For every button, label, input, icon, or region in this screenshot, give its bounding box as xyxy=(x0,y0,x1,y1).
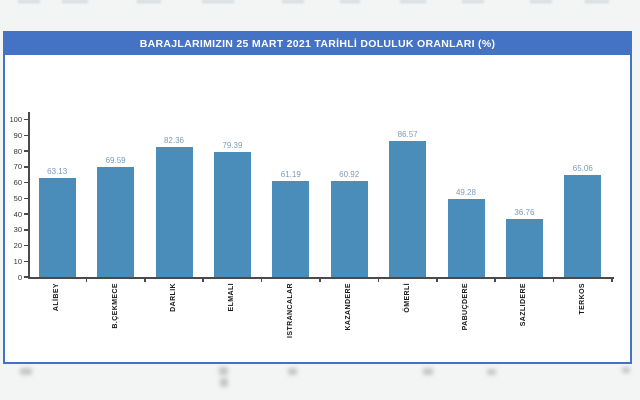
background-smudge xyxy=(219,367,228,375)
background-smudge xyxy=(202,0,234,3)
bar xyxy=(564,174,602,277)
x-axis-tick xyxy=(202,277,204,282)
y-axis-tick-label: 70 xyxy=(13,162,22,172)
bar xyxy=(97,167,135,277)
category-label: B.ÇEKMECE xyxy=(111,283,119,329)
category-label: DARLIK xyxy=(170,283,177,312)
y-axis-tick-label: 80 xyxy=(13,146,22,156)
background-smudge xyxy=(220,378,228,387)
x-axis-tick xyxy=(85,277,88,282)
chart-title: BARAJLARIMIZIN 25 MART 2021 TARİHLİ DOLU… xyxy=(139,38,496,50)
y-axis-tick-label: 0 xyxy=(17,272,22,282)
bar xyxy=(447,199,485,277)
category-label: KAZANDERE xyxy=(345,283,353,331)
y-axis-tick xyxy=(23,166,28,168)
background-smudge xyxy=(530,0,552,3)
bar xyxy=(155,147,193,277)
category-label: SAZLIDERE xyxy=(520,283,528,327)
y-axis-line xyxy=(28,112,30,279)
y-axis-tick xyxy=(23,229,28,231)
x-axis-tick xyxy=(436,277,438,282)
category-label: ALİBEY xyxy=(53,283,61,312)
y-axis-tick xyxy=(23,197,28,199)
category-label: ISTRANCALAR xyxy=(286,283,294,338)
y-axis-tick-label: 40 xyxy=(13,209,22,219)
bar-value-label: 60.92 xyxy=(339,170,360,180)
background-smudge xyxy=(62,0,88,3)
y-axis-tick xyxy=(23,260,28,262)
x-axis-tick xyxy=(144,277,146,282)
category-label: TERKOS xyxy=(578,283,586,315)
bar xyxy=(330,181,368,277)
chart-panel: BARAJLARIMIZIN 25 MART 2021 TARİHLİ DOLU… xyxy=(3,31,632,364)
category-label: ELMALI xyxy=(228,283,236,312)
background-smudge xyxy=(622,367,630,373)
y-axis-tick xyxy=(23,213,28,215)
bar-value-label: 36.76 xyxy=(514,208,535,218)
background-smudge xyxy=(585,0,609,3)
y-axis-tick-label: 100 xyxy=(9,115,22,124)
bar-chart: 0 10 20 30 40 50 60 70 80 90 100 63.13 ALİBEY 69.59 B.… xyxy=(5,55,630,362)
background-smudge xyxy=(423,368,433,375)
y-axis-tick-label: 50 xyxy=(13,193,22,203)
background-smudge xyxy=(340,0,360,3)
y-axis-tick xyxy=(23,181,28,184)
bar-value-label: 86.57 xyxy=(397,129,418,139)
bar-value-label: 49.28 xyxy=(455,188,477,198)
y-axis-tick-label: 10 xyxy=(13,256,22,266)
background-smudge xyxy=(400,0,426,3)
y-axis-tick-label: 20 xyxy=(13,241,22,250)
x-axis-line xyxy=(28,277,614,279)
y-axis-tick xyxy=(23,276,28,278)
chart-title-bar: BARAJLARIMIZIN 25 MART 2021 TARİHLİ DOLU… xyxy=(5,33,630,55)
x-axis-tick xyxy=(552,277,555,282)
bar-value-label: 63.13 xyxy=(47,166,68,176)
background-smudge xyxy=(462,0,484,3)
bar-value-label: 69.59 xyxy=(105,156,126,166)
bar xyxy=(38,177,76,277)
bar-value-label: 79.39 xyxy=(222,140,243,150)
x-axis-tick xyxy=(377,277,380,282)
y-axis-tick xyxy=(23,134,28,136)
y-axis-tick xyxy=(23,118,28,121)
background-smudge xyxy=(282,0,304,3)
background-smudge xyxy=(487,369,496,375)
category-label: ÖMERLİ xyxy=(403,283,411,313)
bar-value-label: 65.06 xyxy=(572,163,593,173)
background-smudge xyxy=(18,0,40,3)
x-axis-tick xyxy=(494,277,496,282)
y-axis-tick-label: 90 xyxy=(13,130,22,140)
y-axis-tick-label: 60 xyxy=(13,178,22,187)
background-smudge xyxy=(20,368,32,375)
bar xyxy=(272,180,310,277)
background-smudge xyxy=(137,0,161,3)
category-label: PABUÇDERE xyxy=(462,283,469,331)
y-axis-tick xyxy=(23,150,28,152)
bar-value-label: 61.19 xyxy=(280,169,301,179)
bar xyxy=(389,140,427,277)
bar-value-label: 82.36 xyxy=(163,136,185,146)
y-axis-tick-label: 30 xyxy=(13,225,22,235)
y-axis-tick xyxy=(23,244,28,247)
x-axis-tick xyxy=(260,277,263,282)
bar xyxy=(213,151,251,277)
x-axis-tick xyxy=(611,277,613,282)
background-smudge xyxy=(288,368,297,375)
bar xyxy=(505,219,543,277)
x-axis-tick xyxy=(319,277,321,282)
